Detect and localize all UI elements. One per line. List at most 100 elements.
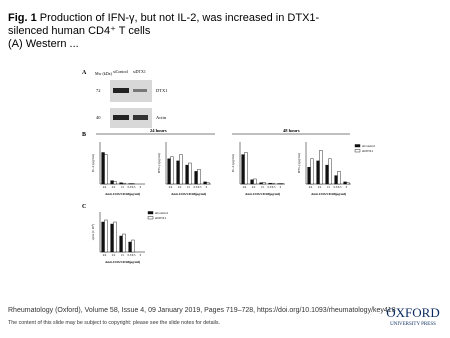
bar (253, 178, 257, 185)
legend-swatch (354, 144, 361, 148)
bar (262, 182, 266, 185)
x-tick-label: 1/1 (261, 186, 265, 189)
panel-label: B (82, 132, 86, 138)
bar (101, 152, 105, 185)
x-tick-label: 2/2 (112, 254, 116, 257)
x-tick-label: 0 (280, 186, 282, 189)
bar (113, 181, 117, 185)
bar (104, 154, 108, 185)
x-tick-label: 4/4 (169, 186, 173, 189)
x-axis-label: Anti-CD3/CD28(μg/ml) (245, 192, 281, 196)
bar (194, 171, 198, 185)
logo-bottom: UNIVERSITY PRESS (390, 322, 436, 327)
x-tick-label: 0.5/0.5 (128, 186, 136, 189)
x-tick-label: 1/1 (187, 186, 191, 189)
legend-swatch (354, 149, 361, 153)
lane-label: siDTX1 (133, 69, 146, 74)
blot (110, 108, 152, 128)
bar (310, 158, 314, 185)
bar (316, 160, 320, 185)
x-tick-label: 0.5/0.5 (334, 186, 342, 189)
bar (176, 160, 180, 185)
legend-label: siControl (155, 211, 168, 215)
panel-label: A (82, 70, 87, 76)
x-tick-label: 1/1 (327, 186, 331, 189)
band (133, 89, 147, 92)
x-tick-label: 2/2 (252, 186, 256, 189)
bar (319, 150, 323, 185)
bar (268, 182, 272, 185)
y-axis-label: IL-2 (pg/ml) (91, 153, 95, 171)
bar (179, 154, 183, 185)
bar (307, 166, 311, 185)
bar (128, 241, 132, 253)
bar (203, 181, 207, 185)
mw-label: Mw (kDa) (95, 71, 112, 76)
subtitle: (A) Western ... (8, 38, 79, 50)
title-line: Production of IFN-γ, but not IL-2, was i… (40, 12, 320, 24)
x-tick-label: 1/1 (121, 186, 125, 189)
legend-label: siControl (362, 144, 375, 148)
x-tick-label: 4/4 (243, 186, 247, 189)
marker-label: 72 (96, 88, 101, 93)
y-axis-label: IFN-γ (pg/ml) (157, 152, 161, 173)
citation: Rheumatology (Oxford), Volume 58, Issue … (8, 307, 396, 314)
bar (122, 182, 126, 185)
bar (110, 180, 114, 185)
x-tick-label: 0.5/0.5 (128, 254, 136, 257)
x-tick-label: 0.5/0.5 (268, 186, 276, 189)
y-axis-label: IL-2 (pg/ml) (231, 153, 235, 171)
marker-label: 40 (96, 115, 101, 120)
title-bold: Fig. 1 (8, 12, 37, 24)
bar (337, 171, 341, 185)
bar (259, 182, 263, 185)
bar (241, 154, 245, 185)
x-tick-label: 0 (140, 186, 142, 189)
bar (197, 169, 201, 185)
bar (346, 182, 350, 185)
y-axis-label: IFN-γ (pg/ml) (297, 152, 301, 173)
bar (119, 182, 123, 185)
bar (104, 219, 108, 253)
x-tick-label: 2/2 (112, 186, 116, 189)
bar (131, 239, 135, 253)
bar (271, 182, 275, 185)
x-tick-label: 4/4 (309, 186, 313, 189)
bar (113, 221, 117, 253)
period-label: 48 hours (283, 128, 300, 133)
legend-swatch (147, 211, 154, 215)
x-axis-label: Anti-CD3/CD28(μg/ml) (105, 192, 141, 196)
bar (325, 164, 329, 185)
bar (328, 158, 332, 185)
panel-label: C (82, 204, 86, 210)
bar (250, 179, 254, 185)
legend-swatch (147, 216, 154, 220)
x-tick-label: 0 (206, 186, 208, 189)
bar (343, 181, 347, 185)
blot (110, 80, 152, 102)
title: Fig. 1 Production of IFN-γ, but not IL-2… (8, 12, 320, 24)
bar (206, 182, 210, 185)
bar (334, 175, 338, 185)
x-tick-label: 0 (346, 186, 348, 189)
logo-top: OXFORD (386, 305, 439, 320)
x-tick-label: 0 (140, 254, 142, 257)
legend-label: siDTX1 (362, 149, 374, 153)
notice: The content of this slide may be subject… (8, 320, 220, 326)
band (113, 115, 129, 120)
bar (110, 223, 114, 253)
period-label: 24 hours (150, 128, 167, 133)
x-tick-label: 0.5/0.5 (194, 186, 202, 189)
bar (119, 235, 123, 253)
bar (244, 152, 248, 185)
bar (122, 233, 126, 253)
x-tick-label: 4/4 (103, 254, 107, 257)
bar (188, 162, 192, 185)
bar (101, 221, 105, 253)
band (113, 88, 129, 93)
x-axis-label: Anti-CD3/CD28(μg/ml) (171, 192, 207, 196)
bar (167, 158, 171, 185)
band (133, 115, 148, 120)
